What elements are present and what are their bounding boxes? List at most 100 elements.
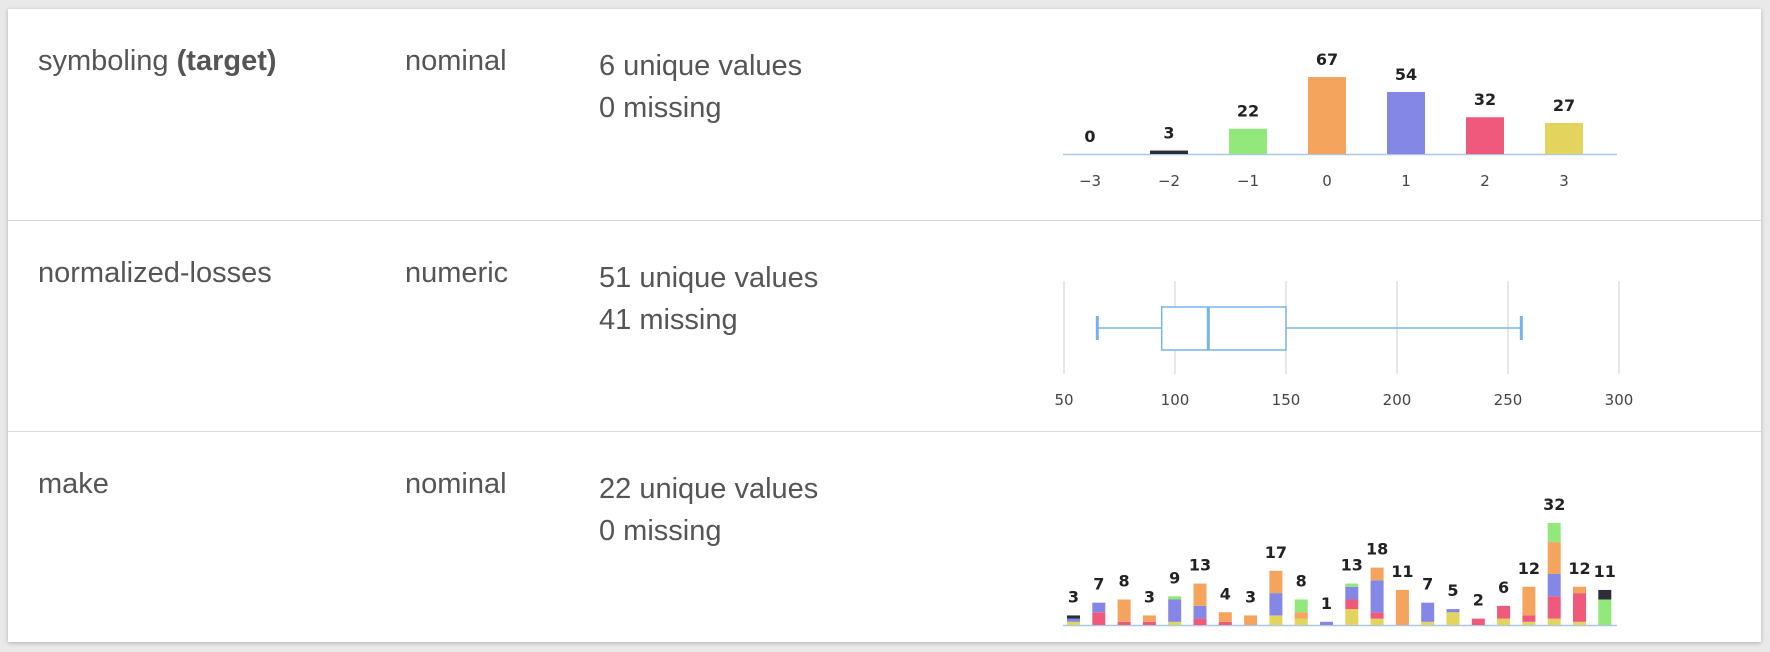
bar-segment — [1193, 605, 1207, 619]
bar — [1229, 128, 1267, 154]
bar-segment — [1522, 621, 1536, 625]
attribute-name: symboling (target) — [38, 45, 277, 78]
bar-segment — [1497, 618, 1511, 625]
attribute-stats: 6 unique values 0 missing — [599, 45, 802, 129]
bar-segment — [1067, 621, 1080, 625]
bar-value-label: 9 — [1169, 568, 1180, 587]
x-tick-label: −3 — [1079, 172, 1101, 190]
bar-value-label: 2 — [1473, 591, 1484, 610]
bar-value-label: 8 — [1296, 572, 1307, 591]
x-tick-label: −1 — [1237, 172, 1259, 190]
bar-value-label: 13 — [1189, 556, 1211, 575]
attribute-row-make[interactable]: make nominal 22 unique values 0 missing … — [8, 431, 1761, 643]
bar-value-label: 5 — [1447, 581, 1458, 600]
attribute-summary-card: symboling (target) nominal 6 unique valu… — [8, 9, 1761, 642]
x-tick-label: 300 — [1605, 391, 1634, 409]
bar-segment — [1269, 615, 1283, 625]
bar-segment — [1370, 580, 1384, 613]
bar-segment — [1244, 615, 1258, 625]
bar-value-label: 11 — [1594, 562, 1616, 581]
bar-segment — [1370, 567, 1384, 581]
bar-segment — [1193, 583, 1207, 606]
bar-segment — [1547, 574, 1561, 597]
bar-segment — [1446, 609, 1460, 613]
bar-value-label: 8 — [1119, 572, 1130, 591]
bar-segment — [1269, 570, 1283, 594]
bar-segment — [1142, 615, 1156, 622]
bar — [1150, 150, 1188, 154]
bar-segment — [1370, 612, 1384, 619]
x-tick-label: 200 — [1383, 391, 1412, 409]
attribute-stats: 22 unique values 0 missing — [599, 468, 818, 552]
interquartile-box — [1160, 306, 1287, 351]
attribute-type: numeric — [405, 257, 509, 289]
bar-value-label: 32 — [1474, 90, 1496, 109]
bar-value-label: 7 — [1093, 575, 1104, 594]
bar-segment — [1421, 621, 1435, 625]
bar-segment — [1345, 586, 1359, 600]
bar-segment — [1067, 615, 1080, 619]
bar-value-label: 4 — [1220, 584, 1231, 603]
unique-values-count: 22 unique values — [599, 473, 819, 505]
bar-segment — [1345, 599, 1359, 610]
bar-value-label: 11 — [1391, 562, 1413, 581]
attribute-name: make — [38, 468, 109, 500]
bar-segment — [1294, 599, 1308, 613]
bar-value-label: 0 — [1084, 127, 1095, 146]
attribute-name-text: symboling — [38, 45, 169, 77]
x-tick-label: −2 — [1158, 172, 1180, 190]
bar-segment — [1395, 589, 1409, 625]
bar-segment — [1446, 612, 1460, 625]
bar-segment — [1142, 621, 1156, 625]
bar — [1308, 77, 1346, 154]
bar-segment — [1269, 593, 1283, 616]
missing-count: 41 missing — [599, 304, 738, 336]
bar-segment — [1547, 596, 1561, 619]
x-tick-label: 150 — [1272, 391, 1301, 409]
bar-segment — [1547, 542, 1561, 574]
bar-value-label: 3 — [1245, 587, 1256, 606]
bar-segment — [1370, 618, 1384, 625]
x-tick-label: 0 — [1322, 172, 1332, 190]
bar-value-label: 13 — [1341, 556, 1363, 575]
bar-segment — [1117, 599, 1131, 622]
x-tick-label: 1 — [1401, 172, 1411, 190]
x-tick-label: 250 — [1494, 391, 1523, 409]
bar-segment — [1294, 618, 1308, 625]
bar-value-label: 3 — [1144, 587, 1155, 606]
bar-segment — [1117, 621, 1131, 625]
bar-segment — [1067, 618, 1080, 622]
bar-value-label: 3 — [1163, 124, 1174, 143]
bar-segment — [1294, 612, 1308, 619]
bar-segment — [1168, 599, 1182, 622]
bar-value-label: 7 — [1422, 575, 1433, 594]
bar-value-label: 12 — [1518, 559, 1540, 578]
bar-segment — [1193, 618, 1207, 625]
bar-value-label: 12 — [1568, 559, 1590, 578]
unique-values-count: 51 unique values — [599, 262, 819, 294]
bar-segment — [1421, 602, 1435, 622]
missing-count: 0 missing — [599, 515, 722, 547]
bar-segment — [1573, 593, 1586, 622]
bar-segment — [1598, 599, 1612, 625]
bar-segment — [1092, 612, 1106, 625]
unique-values-count: 6 unique values — [599, 50, 803, 82]
bar-segment — [1218, 612, 1232, 622]
x-tick-label: 3 — [1559, 172, 1569, 190]
bar-value-label: 17 — [1265, 543, 1287, 562]
target-marker: (target) — [176, 45, 277, 77]
attribute-stats: 51 unique values 41 missing — [599, 257, 818, 341]
bar — [1387, 91, 1425, 154]
attribute-name: normalized-losses — [38, 257, 272, 289]
bar-segment — [1573, 586, 1586, 594]
bar-value-label: 6 — [1498, 578, 1509, 597]
bar-segment — [1345, 609, 1359, 625]
x-tick-label: 100 — [1161, 391, 1190, 409]
bar-segment — [1471, 618, 1485, 625]
bar-segment — [1320, 621, 1333, 625]
attribute-row-symboling[interactable]: symboling (target) nominal 6 unique valu… — [8, 9, 1761, 220]
bar-value-label: 27 — [1553, 96, 1575, 115]
bar — [1545, 122, 1583, 154]
attribute-row-normalized-losses[interactable]: normalized-losses numeric 51 unique valu… — [8, 220, 1761, 432]
